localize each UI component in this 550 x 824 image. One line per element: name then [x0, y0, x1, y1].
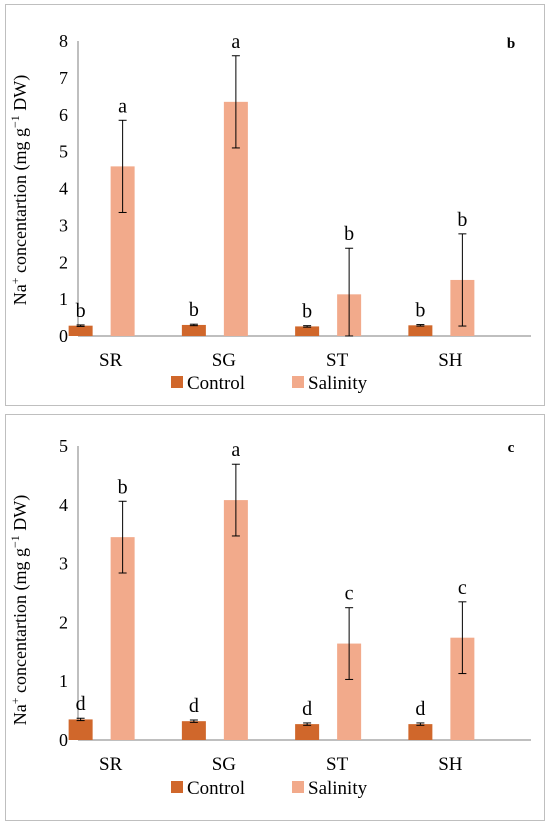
chart-c-svg: Na+ concentartion (mg g−1 DW) c 0 1 2 3 4 5 SR…	[8, 436, 531, 799]
bar-control	[68, 719, 93, 740]
legend-swatch-control	[171, 781, 183, 793]
significance-letter: b	[415, 300, 425, 322]
bar-control	[408, 325, 433, 336]
y-tick-label: 4	[59, 495, 68, 515]
panel-label: b	[507, 36, 515, 52]
y-tick-label: 0	[59, 326, 68, 346]
bar-control	[295, 724, 320, 740]
bar-control	[181, 721, 206, 740]
significance-letter: d	[302, 698, 312, 720]
y-tick-label: 1	[59, 671, 68, 691]
significance-letter: b	[189, 299, 199, 321]
bar-control	[68, 325, 93, 336]
x-tick-label: SR	[99, 754, 123, 775]
bar-control	[408, 724, 433, 740]
legend-swatch-control	[171, 376, 183, 388]
svg-text:Na+ concentartion (mg g−1 DW): Na+ concentartion (mg g−1 DW)	[8, 75, 31, 306]
x-tick-label: SH	[438, 350, 463, 371]
chart-panel-b: Na+ concentartion (mg g−1 DW) b 0 1 2 3 4 5 6 7…	[5, 4, 545, 406]
y-axis-title: Na+ concentartion (mg g−1 DW)	[8, 495, 31, 726]
panel-label: c	[508, 440, 515, 456]
legend-label-control: Control	[187, 778, 245, 799]
x-tick-label: SG	[212, 350, 237, 371]
y-tick-label: 8	[59, 31, 68, 51]
legend-label-control: Control	[187, 373, 245, 394]
y-tick-label: 2	[59, 252, 68, 272]
x-tick-label: ST	[326, 350, 349, 371]
bar-control	[295, 326, 320, 336]
x-tick-label: SH	[438, 754, 463, 775]
y-tick-label: 0	[59, 730, 68, 750]
y-tick-label: 2	[59, 612, 68, 632]
significance-letter: b	[118, 476, 128, 498]
legend-label-salinity: Salinity	[308, 778, 368, 799]
legend: Control Salinity	[171, 373, 368, 394]
legend-label-salinity: Salinity	[308, 373, 368, 394]
plot-area: 0 1 2 3 4 5 SR d b SG d a ST d c SH d c	[59, 436, 531, 775]
chart-panel-c: Na+ concentartion (mg g−1 DW) c 0 1 2 3 4 5 SR…	[5, 414, 545, 821]
y-tick-label: 3	[59, 554, 68, 574]
significance-letter: a	[231, 31, 240, 53]
y-tick-label: 7	[59, 68, 68, 88]
chart-b-svg: Na+ concentartion (mg g−1 DW) b 0 1 2 3 4 5 6 7…	[8, 31, 531, 394]
significance-letter: a	[231, 439, 240, 461]
significance-letter: b	[302, 301, 312, 323]
y-axis-title: Na+ concentartion (mg g−1 DW)	[8, 75, 31, 306]
legend-swatch-salinity	[292, 376, 304, 388]
y-tick-label: 3	[59, 215, 68, 235]
legend: Control Salinity	[171, 778, 368, 799]
significance-letter: b	[457, 209, 467, 231]
y-tick-label: 4	[59, 179, 68, 199]
y-tick-label: 5	[59, 142, 68, 162]
significance-letter: b	[76, 300, 86, 322]
significance-letter: d	[76, 693, 86, 715]
bar-control	[181, 324, 206, 336]
x-tick-label: ST	[326, 754, 349, 775]
significance-letter: c	[458, 577, 467, 599]
plot-area: 0 1 2 3 4 5 6 7 8 SR b a SG b a ST b b SH b b	[59, 31, 531, 371]
svg-text:Na+ concentartion (mg g−1 DW): Na+ concentartion (mg g−1 DW)	[8, 495, 31, 726]
y-tick-label: 6	[59, 105, 68, 125]
significance-letter: a	[118, 95, 127, 117]
x-tick-label: SR	[99, 350, 123, 371]
y-tick-label: 1	[59, 289, 68, 309]
bar-salinity	[223, 500, 248, 740]
y-tick-label: 5	[59, 436, 68, 456]
x-tick-label: SG	[212, 754, 237, 775]
significance-letter: d	[415, 698, 425, 720]
significance-letter: c	[345, 583, 354, 605]
significance-letter: b	[344, 223, 354, 245]
significance-letter: d	[189, 695, 199, 717]
legend-swatch-salinity	[292, 781, 304, 793]
